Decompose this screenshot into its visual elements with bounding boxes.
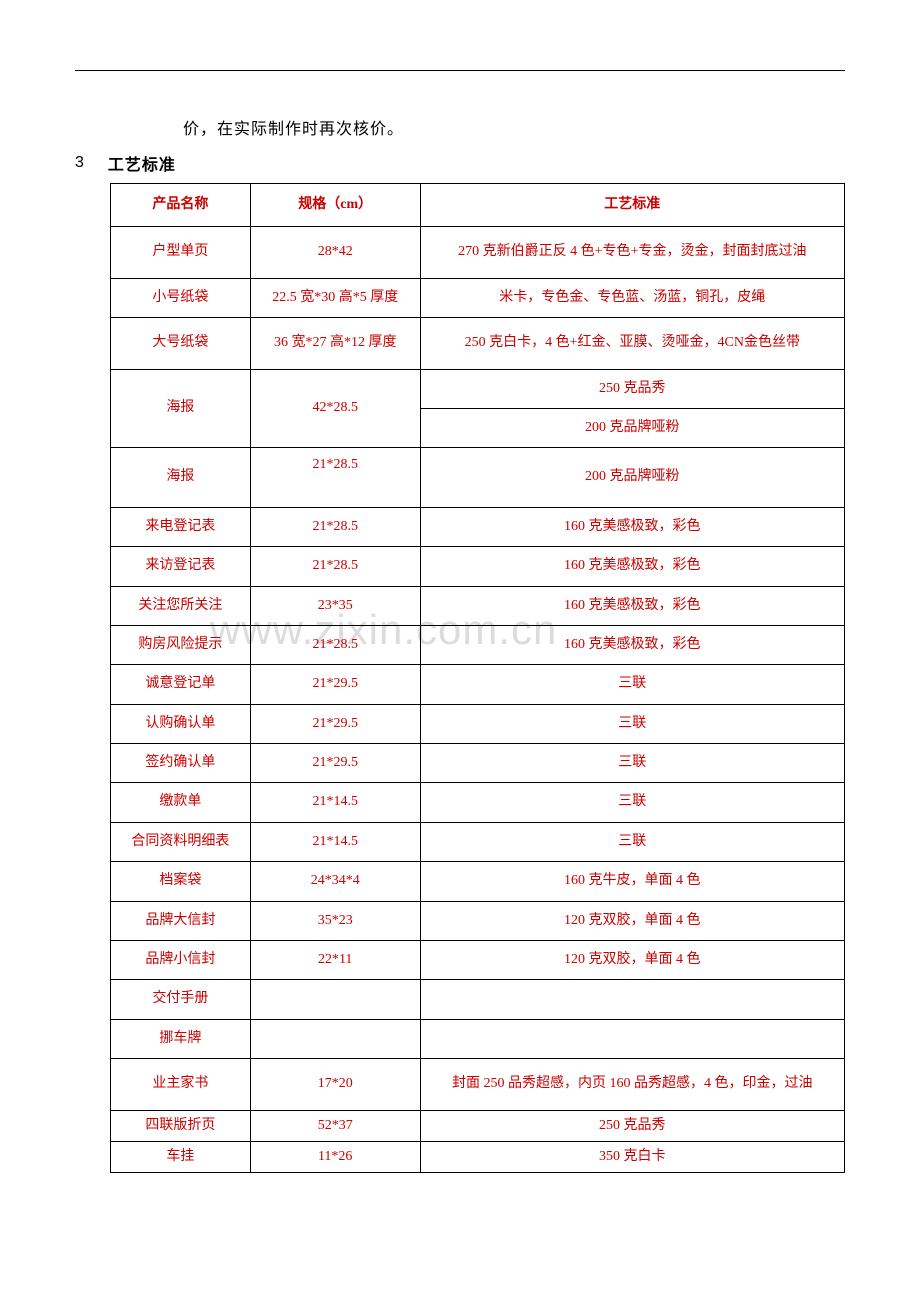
cell-spec: 22*11 [250, 941, 420, 980]
cell-std: 250 克白卡，4 色+红金、亚膜、烫哑金，4CN金色丝带 [420, 318, 844, 369]
table-row: 交付手册 [111, 980, 845, 1019]
cell-spec [250, 1019, 420, 1058]
table-row: 品牌小信封22*11120 克双胶，单面 4 色 [111, 941, 845, 980]
cell-spec: 22.5 宽*30 高*5 厚度 [250, 278, 420, 317]
cell-name: 车挂 [111, 1141, 251, 1172]
table-row: 诚意登记单21*29.5三联 [111, 665, 845, 704]
cell-spec: 28*42 [250, 227, 420, 278]
table-row: 户型单页28*42270 克新伯爵正反 4 色+专色+专金，烫金，封面封底过油 [111, 227, 845, 278]
cell-std: 250 克品秀 [420, 369, 844, 408]
cell-std: 160 克美感极致，彩色 [420, 586, 844, 625]
cell-std: 350 克白卡 [420, 1141, 844, 1172]
header-name: 产品名称 [111, 184, 251, 227]
cell-std [420, 980, 844, 1019]
cell-spec: 21*14.5 [250, 783, 420, 822]
cell-std: 200 克品牌哑粉 [420, 448, 844, 507]
cell-name: 大号纸袋 [111, 318, 251, 369]
table-row: 四联版折页52*37250 克品秀 [111, 1110, 845, 1141]
table-row: 关注您所关注23*35160 克美感极致，彩色 [111, 586, 845, 625]
header-std: 工艺标准 [420, 184, 844, 227]
cell-std: 160 克美感极致，彩色 [420, 507, 844, 546]
cell-std: 160 克美感极致，彩色 [420, 547, 844, 586]
section-number: 3 [75, 154, 84, 172]
cell-spec: 21*29.5 [250, 744, 420, 783]
table-row: 海报42*28.5250 克品秀 [111, 369, 845, 408]
cell-std: 250 克品秀 [420, 1110, 844, 1141]
cell-spec: 21*29.5 [250, 704, 420, 743]
cell-spec: 24*34*4 [250, 862, 420, 901]
cell-spec: 11*26 [250, 1141, 420, 1172]
table-row: 业主家书17*20封面 250 品秀超感，内页 160 品秀超感，4 色，印金，… [111, 1059, 845, 1110]
cell-spec: 23*35 [250, 586, 420, 625]
cell-std: 120 克双胶，单面 4 色 [420, 941, 844, 980]
cell-spec: 21*28.5 [250, 625, 420, 664]
cell-spec: 36 宽*27 高*12 厚度 [250, 318, 420, 369]
cell-name: 诚意登记单 [111, 665, 251, 704]
cell-std: 160 克美感极致，彩色 [420, 625, 844, 664]
table-row: 挪车牌 [111, 1019, 845, 1058]
horizontal-rule [75, 70, 845, 71]
cell-std: 160 克牛皮，单面 4 色 [420, 862, 844, 901]
cell-spec [250, 980, 420, 1019]
cell-name: 小号纸袋 [111, 278, 251, 317]
table-row: 购房风险提示21*28.5160 克美感极致，彩色 [111, 625, 845, 664]
cell-name: 关注您所关注 [111, 586, 251, 625]
cell-std: 封面 250 品秀超感，内页 160 品秀超感，4 色，印金，过油 [420, 1059, 844, 1110]
cell-name: 四联版折页 [111, 1110, 251, 1141]
cell-spec: 21*28.5 [250, 507, 420, 546]
cell-std: 三联 [420, 744, 844, 783]
note-text: 价，在实际制作时再次核价。 [183, 115, 845, 139]
cell-std: 三联 [420, 783, 844, 822]
cell-name: 品牌大信封 [111, 901, 251, 940]
cell-spec: 21*28.5 [250, 448, 420, 507]
section-title: 工艺标准 [108, 151, 176, 175]
table-row: 签约确认单21*29.5三联 [111, 744, 845, 783]
cell-spec: 21*29.5 [250, 665, 420, 704]
cell-name: 档案袋 [111, 862, 251, 901]
cell-name: 挪车牌 [111, 1019, 251, 1058]
cell-std: 120 克双胶，单面 4 色 [420, 901, 844, 940]
cell-spec: 21*14.5 [250, 822, 420, 861]
cell-std [420, 1019, 844, 1058]
cell-std: 200 克品牌哑粉 [420, 408, 844, 447]
cell-name: 合同资料明细表 [111, 822, 251, 861]
cell-name: 签约确认单 [111, 744, 251, 783]
table-row: 海报21*28.5200 克品牌哑粉 [111, 448, 845, 507]
cell-std: 三联 [420, 665, 844, 704]
cell-std: 270 克新伯爵正反 4 色+专色+专金，烫金，封面封底过油 [420, 227, 844, 278]
table-row: 车挂11*26350 克白卡 [111, 1141, 845, 1172]
cell-spec: 52*37 [250, 1110, 420, 1141]
table-row: 品牌大信封35*23120 克双胶，单面 4 色 [111, 901, 845, 940]
cell-spec: 21*28.5 [250, 547, 420, 586]
cell-name: 交付手册 [111, 980, 251, 1019]
cell-name: 来电登记表 [111, 507, 251, 546]
cell-name: 购房风险提示 [111, 625, 251, 664]
table-row: 来访登记表21*28.5160 克美感极致，彩色 [111, 547, 845, 586]
table-row: 合同资料明细表21*14.5三联 [111, 822, 845, 861]
table-row: 来电登记表21*28.5160 克美感极致，彩色 [111, 507, 845, 546]
table-row: 大号纸袋36 宽*27 高*12 厚度250 克白卡，4 色+红金、亚膜、烫哑金… [111, 318, 845, 369]
cell-std: 米卡，专色金、专色蓝、汤蓝，铜孔，皮绳 [420, 278, 844, 317]
cell-name: 海报 [111, 448, 251, 507]
cell-name: 认购确认单 [111, 704, 251, 743]
table-row: 小号纸袋22.5 宽*30 高*5 厚度米卡，专色金、专色蓝、汤蓝，铜孔，皮绳 [111, 278, 845, 317]
cell-name: 户型单页 [111, 227, 251, 278]
table-row: 档案袋24*34*4160 克牛皮，单面 4 色 [111, 862, 845, 901]
header-spec: 规格（cm） [250, 184, 420, 227]
cell-name: 品牌小信封 [111, 941, 251, 980]
cell-name: 缴款单 [111, 783, 251, 822]
cell-spec: 35*23 [250, 901, 420, 940]
cell-name: 来访登记表 [111, 547, 251, 586]
cell-name: 海报 [111, 369, 251, 448]
cell-std: 三联 [420, 704, 844, 743]
cell-std: 三联 [420, 822, 844, 861]
cell-spec: 17*20 [250, 1059, 420, 1110]
table-header-row: 产品名称 规格（cm） 工艺标准 [111, 184, 845, 227]
table-row: 认购确认单21*29.5三联 [111, 704, 845, 743]
cell-spec: 42*28.5 [250, 369, 420, 448]
section-header: 3 工艺标准 [75, 151, 845, 175]
spec-table: 产品名称 规格（cm） 工艺标准 户型单页28*42270 克新伯爵正反 4 色… [110, 183, 845, 1173]
table-row: 缴款单21*14.5三联 [111, 783, 845, 822]
cell-name: 业主家书 [111, 1059, 251, 1110]
